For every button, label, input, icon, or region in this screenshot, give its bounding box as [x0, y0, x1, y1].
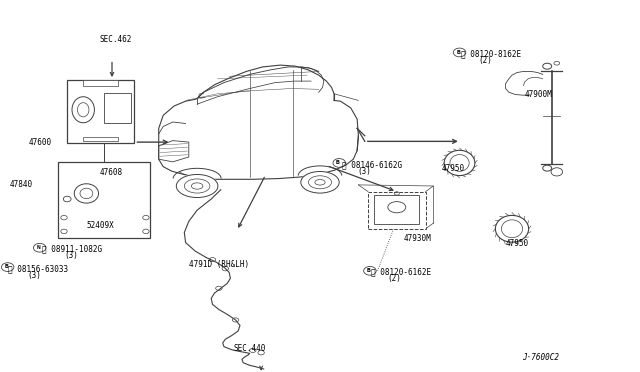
Text: N: N — [36, 245, 40, 250]
Bar — [83, 137, 118, 141]
Text: 47900M: 47900M — [525, 90, 552, 99]
Text: Ⓑ 08120-8162E: Ⓑ 08120-8162E — [461, 49, 521, 58]
Text: (2): (2) — [479, 56, 493, 65]
Bar — [368, 192, 426, 229]
Bar — [374, 195, 419, 224]
Text: 47950: 47950 — [442, 164, 465, 173]
Text: B: B — [4, 264, 8, 269]
Text: ⓝ 08911-1082G: ⓝ 08911-1082G — [42, 245, 102, 254]
Text: 4791D (RH&LH): 4791D (RH&LH) — [189, 260, 249, 269]
Bar — [104, 93, 131, 123]
Text: 52409X: 52409X — [86, 221, 114, 230]
Bar — [67, 80, 134, 143]
Text: Ⓑ 08120-6162E: Ⓑ 08120-6162E — [371, 268, 431, 277]
Text: (3): (3) — [27, 271, 41, 280]
Text: B: B — [456, 49, 460, 55]
Text: SEC.462: SEC.462 — [99, 35, 132, 44]
Bar — [58, 162, 150, 238]
Ellipse shape — [176, 174, 218, 198]
Text: 47950: 47950 — [506, 239, 529, 248]
Text: (3): (3) — [64, 251, 78, 260]
Text: 47600: 47600 — [29, 138, 52, 147]
Text: Ⓑ 08156-63033: Ⓑ 08156-63033 — [8, 264, 68, 273]
Text: 47930M: 47930M — [403, 234, 431, 243]
Text: SEC.440: SEC.440 — [234, 344, 266, 353]
Text: (3): (3) — [357, 167, 371, 176]
Text: B: B — [367, 268, 371, 273]
Text: (2): (2) — [387, 275, 401, 283]
Text: J·7600C2: J·7600C2 — [522, 353, 559, 362]
Ellipse shape — [301, 171, 339, 193]
Text: 47840: 47840 — [10, 180, 33, 189]
Bar — [83, 80, 118, 86]
Text: 47608: 47608 — [99, 169, 122, 177]
Text: Ⓑ 08146-6162G: Ⓑ 08146-6162G — [342, 160, 403, 169]
Text: B: B — [336, 160, 340, 165]
